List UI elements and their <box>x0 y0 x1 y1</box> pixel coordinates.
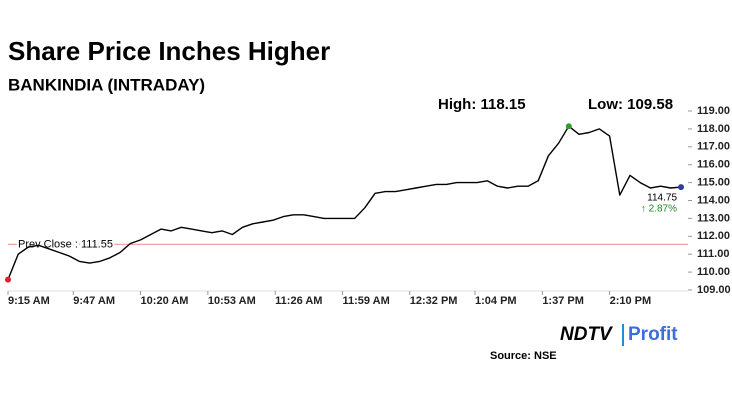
logo-divider <box>622 324 624 346</box>
source: Source: NSE <box>490 350 557 362</box>
x-tick-label: 1:04 PM <box>475 295 517 307</box>
y-tick-label: 113.00 <box>697 212 730 224</box>
x-tick-label: 9:47 AM <box>73 295 115 307</box>
y-tick-label: 119.00 <box>697 105 730 117</box>
y-tick-label: 111.00 <box>697 248 729 260</box>
x-tick-label: 11:59 AM <box>342 295 389 307</box>
y-tick-label: 110.00 <box>697 266 730 278</box>
chart-title: Share Price Inches Higher <box>8 36 330 66</box>
x-tick-label: 9:15 AM <box>8 295 50 307</box>
price-line <box>7 125 682 280</box>
high-marker <box>565 123 572 130</box>
last-marker <box>678 184 684 191</box>
y-tick-label: 117.00 <box>697 141 730 153</box>
y-tick-label: 118.00 <box>697 123 730 135</box>
y-tick-label: 115.00 <box>697 177 730 189</box>
y-tick-label: 112.00 <box>697 230 730 242</box>
x-tick-label: 1:37 PM <box>542 295 584 307</box>
x-tick-label: 11:26 AM <box>275 295 322 307</box>
low-label: Low: 109.58 <box>588 96 673 113</box>
y-tick-label: 109.00 <box>697 284 731 296</box>
logo-ndtv: NDTV <box>560 324 613 345</box>
last-label: 114.75 <box>647 193 677 204</box>
low-marker <box>5 276 11 283</box>
logo-profit: Profit <box>628 324 678 345</box>
x-tick-label: 2:10 PM <box>610 295 652 307</box>
x-tick-label: 10:20 AM <box>141 295 189 307</box>
y-tick-label: 114.00 <box>697 194 730 206</box>
high-label: High: 118.15 <box>438 96 526 113</box>
y-tick-label: 116.00 <box>697 159 730 171</box>
x-tick-label: 12:32 PM <box>410 295 458 307</box>
chart-subtitle: BANKINDIA (INTRADAY) <box>8 75 205 94</box>
prev-close-label: Prev Close : 111.55 <box>18 238 113 250</box>
change-label: ↑ 2.87% <box>641 204 677 215</box>
x-tick-label: 10:53 AM <box>208 295 256 307</box>
